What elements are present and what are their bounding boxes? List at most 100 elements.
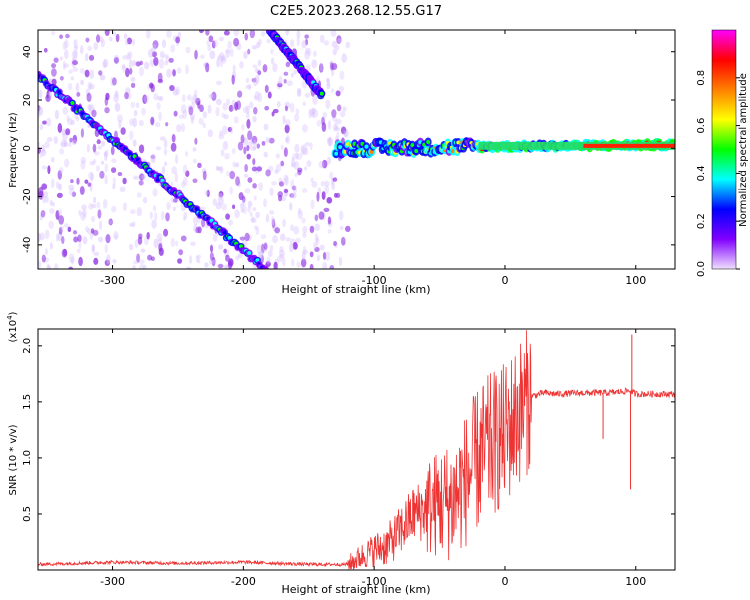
spectrogram-cell [271,216,275,226]
spectrogram-cell [225,254,230,262]
spectrogram-cell [276,101,281,108]
spectrogram-cell [84,69,90,78]
spectrogram-cell [229,126,234,135]
spectrogram-cell [305,47,310,55]
spectrogram-cell [240,134,245,144]
spectrogram-cell [147,254,153,261]
spectrogram-cell [221,125,228,135]
spectrogram-cell [55,233,60,242]
spectrogram-cell [233,116,239,124]
spectrogram-cell [158,243,163,252]
spectrogram-cell [98,220,103,231]
spectrogram-cell [338,256,343,267]
spectrogram-cell [146,231,150,240]
snr-data [38,330,675,570]
spectrogram-cell [159,95,164,102]
spectrogram-cell [192,178,198,184]
spectrogram-cell [314,214,319,222]
spectrogram-cell [227,126,233,133]
spectrogram-cell [261,140,266,146]
spectrogram-cell [60,141,66,148]
spectrogram-cell [218,52,225,62]
snr-y-multiplier-base: (x10 [8,320,19,343]
spectrogram-cell [237,141,244,151]
spectrogram-cell [100,38,105,48]
snr-panel: -300 -200 -100 0 100 0.5 1.0 1.5 2.0 Height of … [6,311,676,596]
spectrogram-cell [151,51,157,58]
spectrogram-cell [139,60,143,66]
spectrogram-cell [114,138,119,143]
spectrogram-cell [339,70,345,81]
spectrogram-cell [279,246,284,253]
spectrogram-cell [310,199,315,210]
spectrogram-cell [195,226,200,234]
spectrogram-cell [245,77,250,84]
spectrogram-cell [112,77,117,86]
spectrogram-cell [73,45,79,51]
spectrogram-cell [95,34,101,43]
spectrogram-cell [264,105,270,111]
spectrogram-cell [245,104,250,115]
colorbar-tick-label: 0.2 [696,213,707,229]
spectrogram-cell [100,140,106,147]
spectrogram-cell [161,39,167,49]
spectrogram-cell [202,111,208,119]
spectrogram-cell [185,170,190,177]
spectrogram-cell [189,241,196,247]
spectrogram-cell [323,40,330,46]
spectrogram-cell [223,114,229,120]
spectrogram-cell [170,44,176,53]
spectrogram-cell [257,92,263,103]
spectrogram-cell [319,62,324,72]
spectrogram-cell [231,74,235,85]
spectrogram-frame [37,29,676,270]
spectrogram-cell [232,161,237,168]
spectrogram-cell [58,215,65,225]
spectrogram-cell [291,157,295,168]
spectrogram-cell [103,58,109,68]
spectrogram-cell [340,126,347,135]
spectrogram-cell [285,137,289,143]
spectrogram-cell [218,191,224,198]
spectrogram-cell [209,251,214,261]
spectrogram-cell [252,158,256,166]
snr-y-label: SNR (10 * v/v) [8,424,19,495]
spectrogram-cell [327,137,332,143]
spectrogram-cell [96,139,101,145]
spectrogram-cell [124,92,129,100]
spectrogram-cell [118,119,122,129]
spectrogram-cell [139,263,145,269]
spectrogram-cell [256,244,262,254]
snr-x-tick-label: -300 [100,575,125,588]
spectrogram-cell [331,116,338,122]
spectrogram-cell [311,111,315,118]
spectrogram-cell [88,171,94,181]
spectrogram-cell [319,34,325,43]
spectrogram-cell [91,109,97,118]
spectrogram-cell [132,139,137,147]
spectrogram-cell [90,228,95,234]
spectrogram-cell [138,66,145,77]
spectrogram-cell [175,36,181,44]
spectrogram-cell [93,42,99,51]
spectrogram-cell [300,258,307,268]
spectrogram-cell [42,194,47,204]
spectrogram-cell [40,209,46,218]
spectrogram-cell [165,122,169,127]
spectrogram-cell [172,206,176,212]
spectrogram-cell [289,242,294,253]
spectrogram-x-ticks: -300 -200 -100 0 100 [100,30,646,287]
spectrogram-cell [154,122,161,128]
snr-y-tick-label: 0.5 [22,506,33,522]
spectrogram-cell [57,89,62,94]
spectrogram-cell [262,64,268,73]
spectrogram-cell [108,218,113,226]
spectrogram-y-tick-label: 40 [22,45,33,58]
spectrogram-cell [286,80,293,87]
spectrogram-cell [220,203,227,211]
spectrogram-cell [85,37,90,43]
spectrogram-cell [237,90,243,98]
spectrogram-cell [311,107,316,115]
spectrogram-cell [247,130,253,141]
spectrogram-cell [104,30,110,37]
